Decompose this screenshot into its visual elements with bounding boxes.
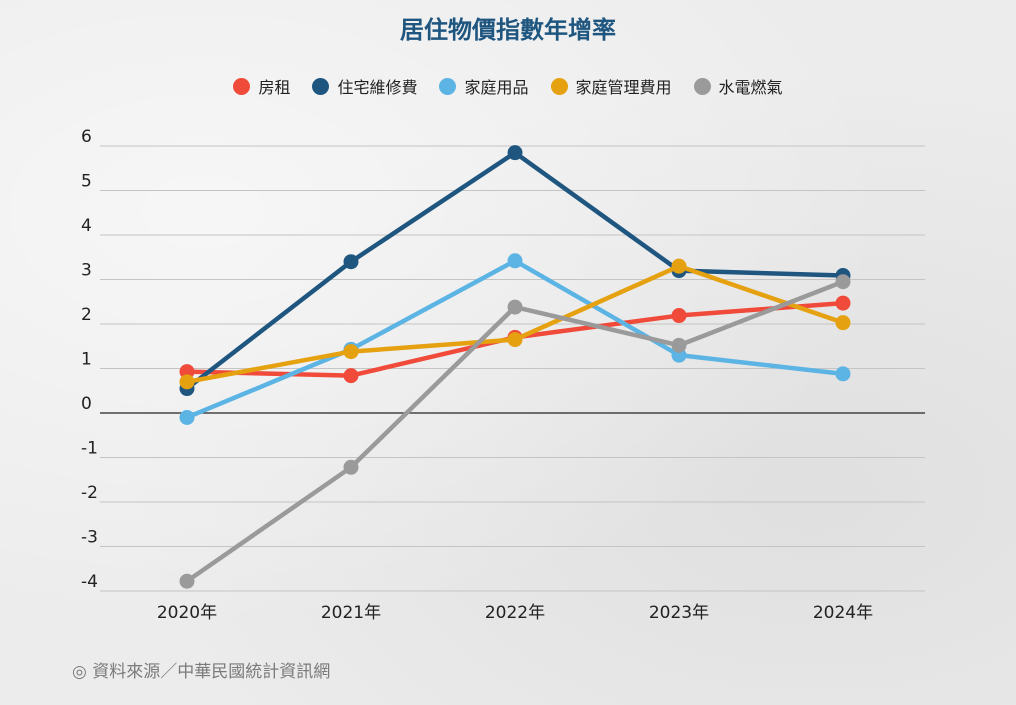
y-tick-label: 3 — [81, 261, 92, 281]
chart-title: 居住物價指數年增率 — [400, 16, 616, 44]
legend-item: 住宅維修費 — [312, 74, 417, 98]
data-point — [835, 274, 851, 290]
y-tick-label: 5 — [81, 172, 92, 192]
data-point — [835, 315, 851, 331]
data-point — [671, 337, 687, 353]
y-tick-label: 6 — [81, 127, 92, 147]
y-tick-label: -4 — [81, 572, 98, 592]
y-tick-label: 1 — [81, 350, 92, 370]
legend-label: 家庭用品 — [464, 78, 529, 97]
data-point — [507, 332, 523, 348]
legend-marker-icon — [312, 77, 330, 95]
y-tick-label: 2 — [81, 305, 92, 325]
legend-marker-icon — [233, 77, 251, 95]
series-line — [184, 279, 846, 584]
legend-item: 水電燃氣 — [693, 74, 783, 98]
y-tick-label: 0 — [81, 394, 92, 414]
x-tick-label: 2022年 — [485, 603, 545, 623]
legend-label: 家庭管理費用 — [575, 78, 672, 97]
legend-item: 家庭用品 — [439, 74, 529, 98]
legend-item: 家庭管理費用 — [550, 74, 672, 98]
x-tick-label: 2023年 — [649, 603, 709, 623]
legend-item: 房租 — [233, 74, 290, 98]
chart-legend: 房租 住宅維修費 家庭用品 家庭管理費用 水電燃氣 — [0, 74, 1016, 98]
data-point — [343, 368, 359, 384]
x-tick-label: 2024年 — [813, 603, 873, 623]
data-point — [671, 308, 687, 324]
data-source-note: ◎ 資料來源／中華民國統計資訊網 — [72, 662, 331, 682]
data-point — [671, 258, 687, 274]
y-tick-label: 4 — [81, 216, 92, 236]
data-point — [179, 374, 195, 390]
y-tick-label: -3 — [81, 528, 98, 548]
x-tick-label: 2020年 — [157, 603, 217, 623]
data-point — [343, 254, 359, 270]
data-point — [507, 299, 523, 315]
data-point — [179, 573, 195, 589]
data-point — [507, 145, 523, 161]
data-point — [835, 295, 851, 311]
legend-marker-icon — [693, 77, 711, 95]
legend-label: 水電燃氣 — [718, 78, 783, 97]
data-point — [343, 459, 359, 475]
y-tick-label: -1 — [81, 439, 98, 459]
data-point — [507, 253, 523, 269]
y-tick-label: -2 — [81, 483, 98, 503]
data-point — [179, 409, 195, 425]
legend-label: 住宅維修費 — [337, 78, 418, 97]
legend-marker-icon — [550, 77, 568, 95]
data-point — [343, 344, 359, 360]
series-line — [184, 150, 846, 391]
data-point — [835, 366, 851, 382]
x-tick-label: 2021年 — [321, 603, 381, 623]
legend-marker-icon — [439, 77, 457, 95]
legend-label: 房租 — [258, 78, 291, 97]
